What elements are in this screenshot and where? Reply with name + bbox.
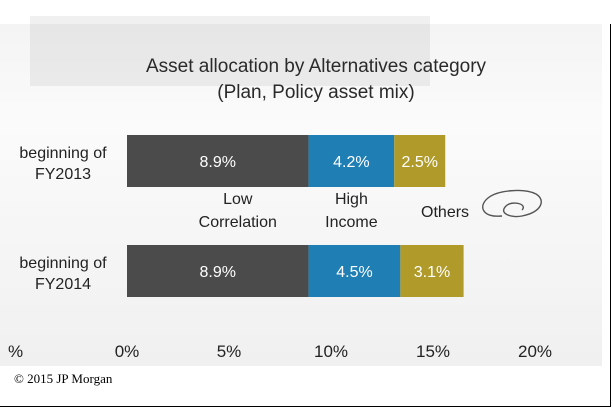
data-label-3-row-2: 3.1%	[414, 264, 450, 281]
x-tick-label-4: 15%	[416, 342, 450, 361]
category-label-2-line-1: beginning of	[19, 255, 107, 272]
data-label-1-row-2: 8.9%	[200, 264, 236, 281]
bar-2-row-1	[308, 135, 395, 187]
legend-label-1-part-1: Low	[223, 191, 253, 208]
legend-label-1-part-2: Correlation	[199, 214, 277, 231]
category-label-1-line-2: FY2013	[35, 166, 91, 183]
bar-1-row-1	[127, 135, 309, 187]
handwritten-scribble-icon	[482, 189, 542, 218]
category-label-2-line-2: FY2014	[35, 276, 91, 293]
x-tick-label-5: 20%	[518, 342, 552, 361]
x-tick-label-3: 10%	[314, 342, 348, 361]
bar-3-row-2	[400, 245, 464, 297]
x-edge-tick-label: %	[8, 342, 23, 361]
chart-subtitle: (Plan, Policy asset mix)	[217, 82, 414, 103]
legend-label-2-part-2: Income	[325, 214, 378, 231]
x-axis: 0% 5% 10% 15% 20%%	[8, 342, 552, 361]
bleed-through-shading	[30, 16, 430, 86]
data-label-3-row-1: 2.5%	[402, 154, 438, 171]
bar-2-row-2	[308, 245, 401, 297]
bar-3-row-1	[394, 135, 446, 187]
copyright-credit: © 2015 JP Morgan	[14, 371, 113, 386]
legend-label-2-part-1: High	[335, 191, 368, 208]
x-tick-label-2: 5%	[217, 342, 242, 361]
x-tick-label-1: 0%	[115, 342, 140, 361]
top-margin	[0, 0, 613, 24]
bars-layer	[127, 135, 464, 297]
labels-layer: 8.9% 4.2% 2.5% beginning of FY2013 8.9% 4.5% 3.…	[19, 145, 469, 293]
scanned-photo	[0, 24, 602, 366]
legend-label-3-part-1: Others	[421, 204, 469, 221]
data-label-2-row-1: 4.2%	[333, 154, 369, 171]
category-label-1-line-1: beginning of	[19, 145, 107, 162]
chart-title: Asset allocation by Alternatives categor…	[146, 56, 487, 77]
bar-1-row-2	[127, 245, 309, 297]
data-label-1-row-1: 8.9%	[200, 154, 236, 171]
data-label-2-row-2: 4.5%	[336, 264, 372, 281]
